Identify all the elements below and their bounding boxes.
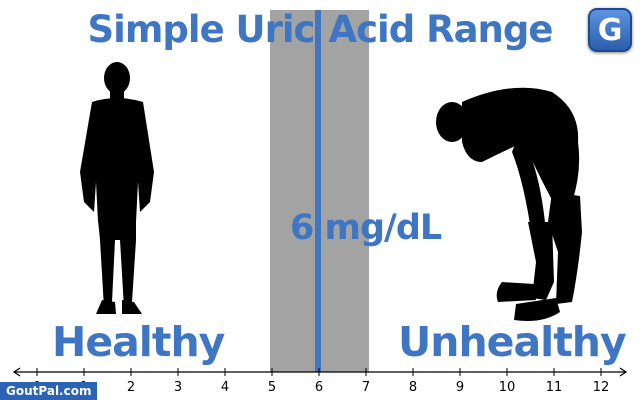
axis-arrow-right: [619, 367, 628, 377]
title-part-1: Simple Uric: [87, 8, 316, 51]
tick-label: 8: [409, 380, 417, 395]
tick-label: 9: [456, 380, 464, 395]
tick-label: 5: [268, 380, 276, 395]
logo-letter: G: [597, 12, 623, 48]
title-part-2: Acid Range: [328, 8, 553, 51]
goutpal-logo[interactable]: G: [588, 8, 632, 52]
brand-badge[interactable]: GoutPal.com: [0, 382, 98, 400]
tick-label: 2: [127, 380, 135, 395]
tick-label: 11: [546, 380, 563, 395]
tick-label: 7: [362, 380, 370, 395]
diagram-title: Simple Uric Acid Range: [0, 8, 640, 51]
tick-label: 6: [315, 380, 323, 395]
threshold-label: 6 mg/dL: [290, 208, 442, 248]
tick-label: 4: [221, 380, 229, 395]
unhealthy-man-silhouette: [436, 87, 582, 321]
healthy-label: Healthy: [52, 318, 225, 366]
axis-arrow-left: [12, 367, 21, 377]
tick-label: 12: [593, 380, 610, 395]
healthy-man-silhouette: [80, 62, 154, 314]
threshold-line: [315, 10, 321, 372]
unhealthy-label: Unhealthy: [398, 318, 627, 366]
tick-label: 10: [499, 380, 516, 395]
tick-label: 3: [174, 380, 182, 395]
